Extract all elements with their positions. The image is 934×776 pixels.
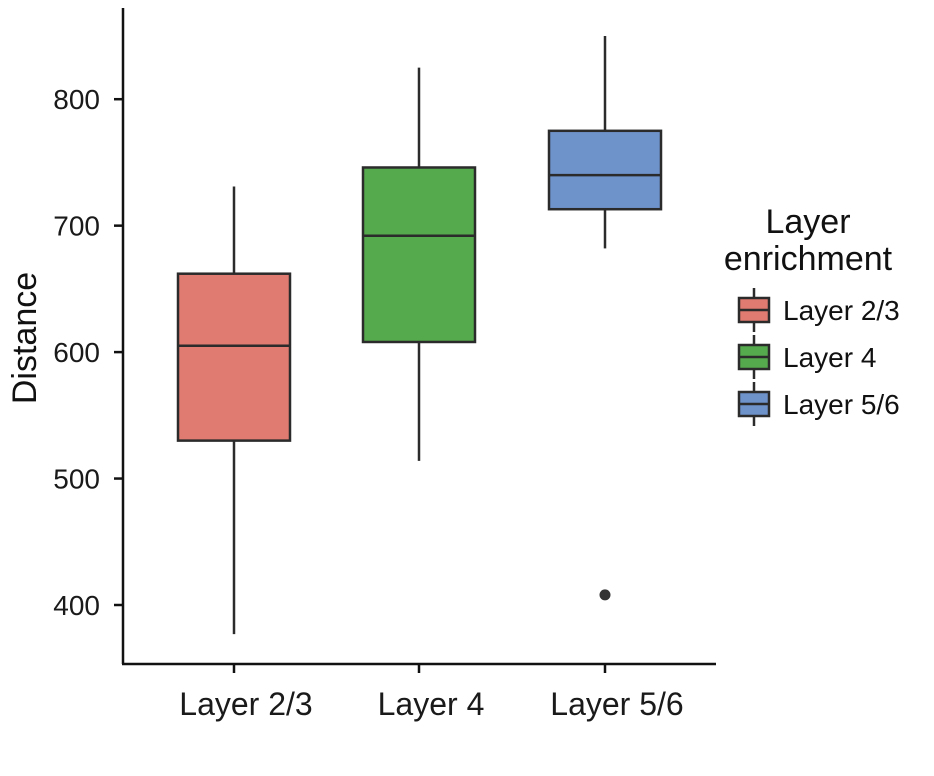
legend: Layer enrichment Layer 2/3 Layer 4 Layer 5/6 xyxy=(724,203,900,426)
outlier-point xyxy=(599,589,611,601)
y-tick-label: 500 xyxy=(53,464,100,495)
y-tick-label: 800 xyxy=(53,84,100,115)
box xyxy=(361,166,477,344)
plot-area xyxy=(176,35,663,635)
box xyxy=(176,272,292,442)
y-tick-label: 400 xyxy=(53,590,100,621)
y-tick-label: 600 xyxy=(53,337,100,368)
axes: 400 500 600 700 800 Layer 2/3 Layer 4 Layer 5/6 xyxy=(53,8,716,722)
x-tick-label: Layer 5/6 xyxy=(550,686,683,722)
y-axis-title: Distance xyxy=(6,272,44,404)
legend-label: Layer 4 xyxy=(783,342,876,373)
box xyxy=(547,129,663,211)
x-tick-label: Layer 4 xyxy=(378,686,485,722)
legend-title: Layer enrichment xyxy=(724,203,893,278)
legend-label: Layer 2/3 xyxy=(783,295,900,326)
legend-label: Layer 5/6 xyxy=(783,389,900,420)
y-tick-label: 700 xyxy=(53,211,100,242)
x-tick-label: Layer 2/3 xyxy=(179,686,312,722)
